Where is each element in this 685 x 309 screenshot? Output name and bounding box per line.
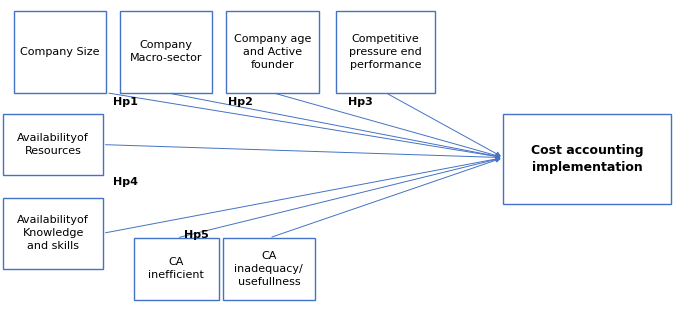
FancyBboxPatch shape bbox=[503, 114, 671, 204]
FancyBboxPatch shape bbox=[3, 114, 103, 175]
FancyBboxPatch shape bbox=[223, 238, 315, 300]
FancyBboxPatch shape bbox=[14, 11, 106, 93]
FancyBboxPatch shape bbox=[226, 11, 319, 93]
Text: CA
inefficient: CA inefficient bbox=[149, 257, 204, 281]
Text: Hp4: Hp4 bbox=[113, 177, 138, 187]
Text: Availabilityof
Resources: Availabilityof Resources bbox=[17, 133, 89, 156]
FancyBboxPatch shape bbox=[134, 238, 219, 300]
FancyBboxPatch shape bbox=[120, 11, 212, 93]
Text: Hp1: Hp1 bbox=[113, 97, 138, 107]
Text: Hp5: Hp5 bbox=[184, 230, 208, 240]
Text: Availabilityof
Knowledge
and skills: Availabilityof Knowledge and skills bbox=[17, 215, 89, 252]
Text: Cost accounting
implementation: Cost accounting implementation bbox=[531, 144, 644, 174]
Text: Company
Macro-sector: Company Macro-sector bbox=[130, 40, 202, 63]
FancyBboxPatch shape bbox=[336, 11, 435, 93]
Text: Hp3: Hp3 bbox=[348, 97, 373, 107]
Text: Company Size: Company Size bbox=[20, 47, 100, 57]
Text: CA
inadequacy/
usefullness: CA inadequacy/ usefullness bbox=[234, 251, 303, 287]
Text: Hp2: Hp2 bbox=[228, 97, 253, 107]
Text: Competitive
pressure end
performance: Competitive pressure end performance bbox=[349, 34, 422, 70]
Text: Company age
and Active
founder: Company age and Active founder bbox=[234, 34, 311, 70]
FancyBboxPatch shape bbox=[3, 198, 103, 269]
